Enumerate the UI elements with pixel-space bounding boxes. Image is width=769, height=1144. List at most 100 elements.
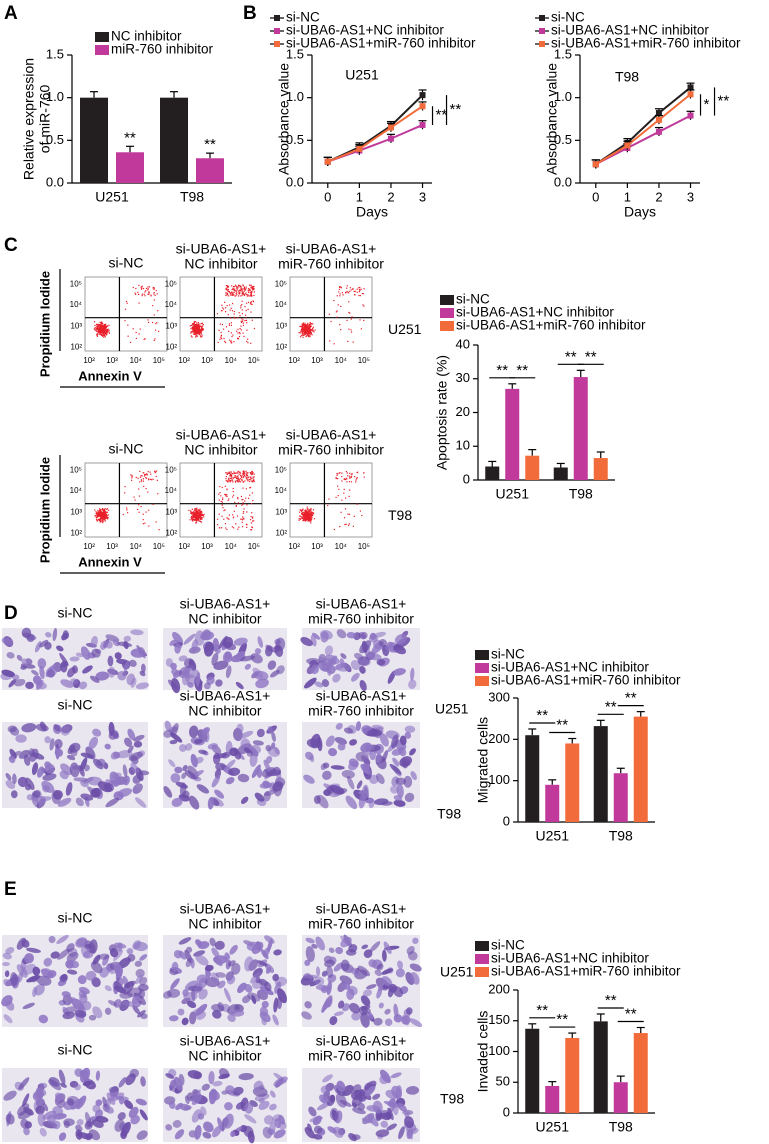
event <box>95 330 96 331</box>
event <box>354 476 355 477</box>
event <box>191 335 192 336</box>
event <box>229 339 230 340</box>
event <box>102 333 103 334</box>
event <box>101 321 102 322</box>
event <box>228 479 229 480</box>
event <box>199 514 200 515</box>
event <box>155 471 156 472</box>
condition-label: NC inhibitor <box>184 256 257 272</box>
event <box>98 324 99 325</box>
event <box>237 329 238 330</box>
significance: ** <box>718 92 730 109</box>
y-tick-label: 40 <box>456 336 470 351</box>
event <box>197 336 198 337</box>
y-axis-label: of miR-760 <box>37 85 53 154</box>
event <box>143 514 144 515</box>
event <box>218 494 219 495</box>
event <box>242 319 243 320</box>
event <box>234 477 235 478</box>
event <box>360 510 361 511</box>
marker <box>420 103 426 109</box>
event <box>226 517 227 518</box>
y-axis-label: Absorbance value <box>276 63 292 175</box>
x-axis-label: Annexin V <box>78 554 142 569</box>
event <box>305 324 306 325</box>
significance: ** <box>625 1005 637 1022</box>
event <box>307 329 308 330</box>
event <box>221 310 222 311</box>
panel-label: E <box>4 879 17 900</box>
event <box>251 291 252 292</box>
event <box>234 317 235 318</box>
bar <box>525 735 539 822</box>
event <box>108 325 109 326</box>
event <box>243 481 244 482</box>
event <box>330 321 331 322</box>
x-tick-label: 10³ <box>311 542 323 551</box>
event <box>244 500 245 501</box>
event <box>245 471 246 472</box>
y-axis-label: Propidium Iodide <box>37 457 52 563</box>
event <box>349 496 350 497</box>
event <box>195 334 196 335</box>
event <box>199 331 200 332</box>
event <box>246 341 247 342</box>
event <box>155 330 156 331</box>
event <box>242 293 243 294</box>
event <box>234 290 235 291</box>
legend-label: si-UBA6-AS1+miR-760 inhibitor <box>456 318 646 333</box>
event <box>234 502 235 503</box>
event <box>236 477 237 478</box>
event <box>136 332 137 333</box>
event <box>246 527 247 528</box>
event <box>226 494 227 495</box>
event <box>254 291 255 292</box>
y-tick-label: 10² <box>275 528 287 537</box>
event <box>231 342 232 343</box>
event <box>243 477 244 478</box>
event <box>339 526 340 527</box>
event <box>356 478 357 479</box>
event <box>224 494 225 495</box>
event <box>231 332 232 333</box>
event <box>192 509 193 510</box>
legend-swatch <box>95 32 109 42</box>
event <box>232 292 233 293</box>
event <box>197 512 198 513</box>
event <box>238 527 239 528</box>
event <box>349 291 350 292</box>
y-tick-label: 10² <box>70 528 82 537</box>
event <box>253 287 254 288</box>
event <box>133 287 134 288</box>
bar <box>565 1038 579 1113</box>
event <box>250 311 251 312</box>
event <box>251 512 252 513</box>
event <box>200 519 201 520</box>
x-tick-label: 10² <box>178 542 190 551</box>
event <box>201 335 202 336</box>
event <box>124 320 125 321</box>
event <box>308 325 309 326</box>
event <box>99 514 100 515</box>
event <box>310 510 311 511</box>
event <box>349 481 350 482</box>
event <box>101 515 102 516</box>
event <box>233 527 234 528</box>
event <box>156 476 157 477</box>
event <box>351 477 352 478</box>
event <box>246 320 247 321</box>
event <box>246 504 247 505</box>
event <box>225 311 226 312</box>
event <box>194 508 195 509</box>
event <box>309 332 310 333</box>
event <box>300 516 301 517</box>
event <box>199 512 200 513</box>
event <box>153 504 154 505</box>
event <box>192 331 193 332</box>
event <box>105 327 106 328</box>
event <box>251 526 252 527</box>
event <box>235 523 236 524</box>
event <box>300 518 301 519</box>
